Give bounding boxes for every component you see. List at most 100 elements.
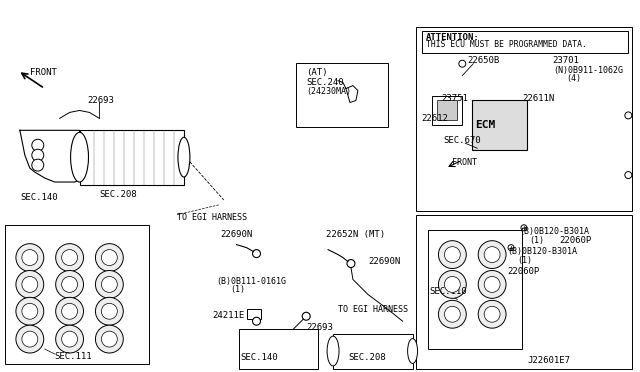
- Circle shape: [56, 325, 83, 353]
- Circle shape: [521, 225, 527, 231]
- Circle shape: [16, 270, 44, 298]
- Ellipse shape: [408, 339, 417, 363]
- Text: SEC.140: SEC.140: [241, 353, 278, 362]
- Text: (N)0B911-1062G: (N)0B911-1062G: [553, 66, 623, 75]
- Bar: [333, 334, 413, 369]
- Bar: [472, 100, 527, 150]
- Circle shape: [22, 331, 38, 347]
- Circle shape: [56, 244, 83, 272]
- Circle shape: [444, 247, 460, 263]
- Text: SEC.140: SEC.140: [20, 193, 58, 202]
- Circle shape: [444, 276, 460, 292]
- Text: (1): (1): [517, 256, 532, 265]
- Circle shape: [32, 149, 44, 161]
- Text: 22693: 22693: [306, 323, 333, 332]
- Circle shape: [101, 276, 117, 292]
- Circle shape: [478, 300, 506, 328]
- Bar: [422, 31, 628, 53]
- Text: (1): (1): [230, 285, 246, 294]
- Circle shape: [22, 303, 38, 319]
- Bar: [246, 309, 262, 319]
- Text: ATTENTION:: ATTENTION:: [426, 33, 479, 42]
- Text: SEC.670: SEC.670: [444, 136, 481, 145]
- Text: (B)0B120-B301A: (B)0B120-B301A: [519, 227, 589, 236]
- Ellipse shape: [327, 336, 339, 366]
- Text: 23701: 23701: [553, 56, 580, 65]
- Bar: [79, 130, 184, 185]
- Circle shape: [32, 139, 44, 151]
- Circle shape: [95, 244, 124, 272]
- Text: ECM: ECM: [476, 121, 495, 130]
- Circle shape: [16, 325, 44, 353]
- Circle shape: [16, 244, 44, 272]
- Text: (B)0B111-0161G: (B)0B111-0161G: [217, 277, 287, 286]
- Circle shape: [22, 250, 38, 266]
- Text: 22690N: 22690N: [221, 230, 253, 239]
- Text: (4): (4): [566, 74, 582, 83]
- Text: 22693: 22693: [88, 96, 115, 105]
- Circle shape: [302, 312, 310, 320]
- Bar: [438, 100, 458, 121]
- Circle shape: [444, 306, 460, 322]
- Circle shape: [478, 241, 506, 269]
- Text: (B)0B120-B301A: (B)0B120-B301A: [507, 247, 577, 256]
- Circle shape: [22, 276, 38, 292]
- Circle shape: [101, 250, 117, 266]
- Ellipse shape: [70, 132, 88, 182]
- Text: (1): (1): [529, 236, 544, 245]
- Circle shape: [61, 250, 77, 266]
- Bar: [239, 329, 318, 369]
- Circle shape: [61, 276, 77, 292]
- Text: SEC.111: SEC.111: [54, 352, 92, 360]
- Circle shape: [484, 306, 500, 322]
- Text: SEC.208: SEC.208: [99, 190, 137, 199]
- Circle shape: [438, 241, 467, 269]
- Circle shape: [61, 331, 77, 347]
- Circle shape: [95, 325, 124, 353]
- Ellipse shape: [178, 137, 190, 177]
- Text: FRONT: FRONT: [452, 158, 477, 167]
- Circle shape: [101, 331, 117, 347]
- Circle shape: [625, 112, 632, 119]
- Text: 22652N (MT): 22652N (MT): [326, 230, 385, 239]
- Text: 22690N: 22690N: [368, 257, 400, 266]
- Circle shape: [508, 245, 514, 251]
- Circle shape: [253, 317, 260, 325]
- Circle shape: [101, 303, 117, 319]
- Text: 24211E: 24211E: [212, 311, 245, 320]
- Polygon shape: [20, 130, 79, 182]
- Bar: [433, 96, 462, 125]
- Text: 22060P: 22060P: [560, 236, 592, 245]
- Circle shape: [16, 297, 44, 325]
- Circle shape: [438, 270, 467, 298]
- Text: 22611N: 22611N: [522, 94, 554, 103]
- Text: 22650B: 22650B: [467, 56, 499, 65]
- Circle shape: [56, 270, 83, 298]
- Bar: [428, 230, 522, 349]
- Circle shape: [95, 297, 124, 325]
- Circle shape: [32, 159, 44, 171]
- Text: SEC.240: SEC.240: [306, 78, 344, 87]
- Circle shape: [253, 250, 260, 257]
- Circle shape: [625, 171, 632, 179]
- Bar: [415, 27, 632, 211]
- Text: THIS ECU MUST BE PROGRAMMED DATA.: THIS ECU MUST BE PROGRAMMED DATA.: [426, 40, 586, 49]
- Circle shape: [347, 260, 355, 267]
- Bar: [5, 225, 149, 364]
- Bar: [415, 215, 632, 369]
- Text: J22601E7: J22601E7: [527, 356, 571, 365]
- Text: TO EGI HARNESS: TO EGI HARNESS: [177, 213, 247, 222]
- Circle shape: [438, 300, 467, 328]
- Text: 22612: 22612: [422, 114, 449, 123]
- Bar: [296, 63, 388, 127]
- Circle shape: [478, 270, 506, 298]
- Text: (AT): (AT): [306, 68, 328, 77]
- Text: SEC.110: SEC.110: [429, 287, 467, 296]
- Circle shape: [459, 60, 466, 67]
- Circle shape: [56, 297, 83, 325]
- Circle shape: [484, 276, 500, 292]
- Text: (24230MA): (24230MA): [306, 87, 351, 96]
- Circle shape: [484, 247, 500, 263]
- Text: TO EGI HARNESS: TO EGI HARNESS: [338, 305, 408, 314]
- Text: SEC.208: SEC.208: [348, 353, 385, 362]
